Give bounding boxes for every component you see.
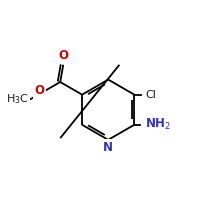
Text: O: O [58,49,68,62]
Text: O: O [34,84,44,97]
Text: N: N [103,141,113,154]
Text: Cl: Cl [145,90,156,100]
Text: H$_3$C: H$_3$C [6,92,29,106]
Text: NH$_2$: NH$_2$ [145,117,171,132]
